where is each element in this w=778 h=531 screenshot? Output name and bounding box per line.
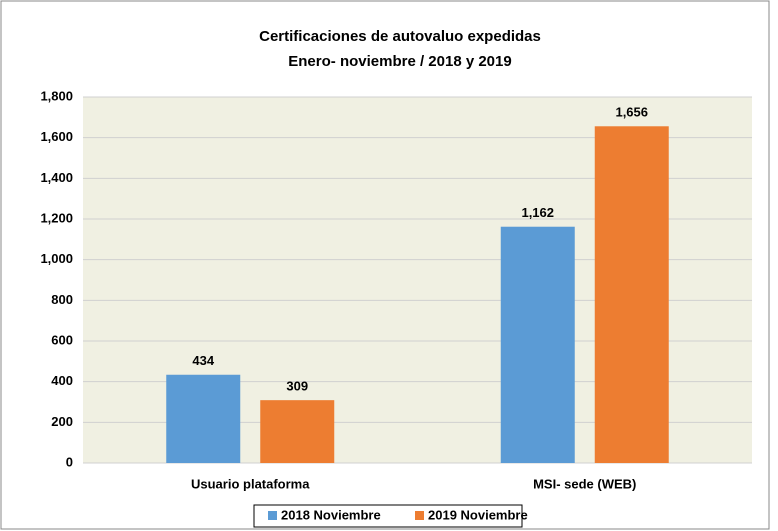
legend-label: 2018 Noviembre [281, 507, 381, 522]
y-tick-label: 1,800 [40, 88, 73, 103]
legend-swatch [268, 511, 277, 520]
y-tick-label: 1,000 [40, 251, 73, 266]
x-tick-label: MSI- sede (WEB) [533, 476, 636, 491]
data-label: 309 [286, 379, 308, 394]
y-tick-label: 600 [51, 332, 73, 347]
chart-title: Certificaciones de autovaluo expedidas [259, 28, 541, 45]
legend-label: 2019 Noviembre [428, 507, 528, 522]
data-label: 1,162 [521, 205, 554, 220]
y-tick-label: 200 [51, 414, 73, 429]
y-tick-label: 1,400 [40, 170, 73, 185]
data-label: 434 [192, 353, 214, 368]
bar [594, 126, 669, 463]
legend-swatch [415, 511, 424, 520]
data-label: 1,656 [615, 105, 648, 120]
y-tick-label: 400 [51, 373, 73, 388]
chart-subtitle: Enero- noviembre / 2018 y 2019 [288, 53, 511, 70]
y-tick-label: 1,200 [40, 210, 73, 225]
bar [500, 226, 575, 463]
bar [260, 400, 335, 463]
legend-box [253, 504, 523, 528]
y-tick-label: 800 [51, 292, 73, 307]
y-tick-label: 1,600 [40, 129, 73, 144]
bar [166, 374, 241, 463]
y-tick-label: 0 [66, 454, 73, 469]
x-tick-label: Usuario plataforma [191, 476, 310, 491]
